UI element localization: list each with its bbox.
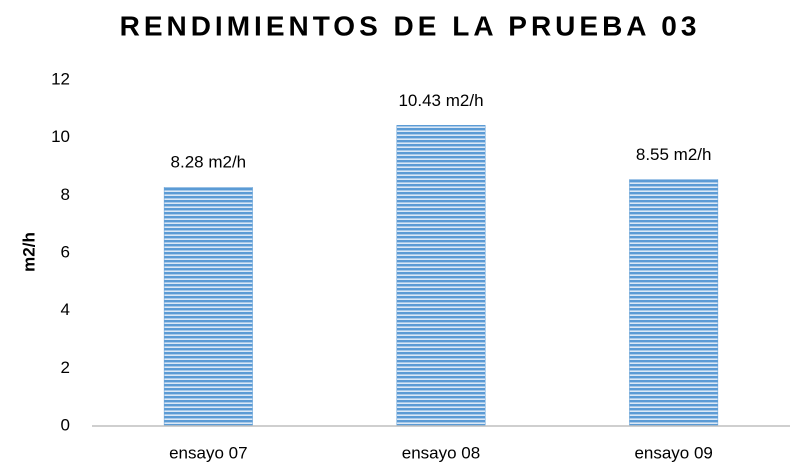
bar: [163, 187, 253, 427]
y-tick-label: 6: [61, 242, 70, 261]
data-label: 8.55 m2/h: [636, 145, 712, 164]
y-tick-label: 12: [51, 69, 70, 88]
y-tick-label: 10: [51, 127, 70, 146]
y-tick-label: 8: [61, 185, 70, 204]
y-tick-label: 0: [61, 415, 70, 434]
y-tick-label: 4: [61, 300, 70, 319]
y-axis-label: m2/h: [19, 232, 38, 272]
y-tick-label: 2: [61, 358, 70, 377]
data-label: 8.28 m2/h: [171, 153, 247, 172]
x-tick-label: ensayo 07: [169, 443, 247, 462]
x-tick-label: ensayo 09: [634, 443, 712, 462]
bar: [396, 125, 486, 427]
bar: [629, 179, 719, 427]
chart-title: RENDIMIENTOS DE LA PRUEBA 03: [120, 10, 701, 41]
data-label: 10.43 m2/h: [398, 91, 483, 110]
x-tick-label: ensayo 08: [402, 443, 480, 462]
